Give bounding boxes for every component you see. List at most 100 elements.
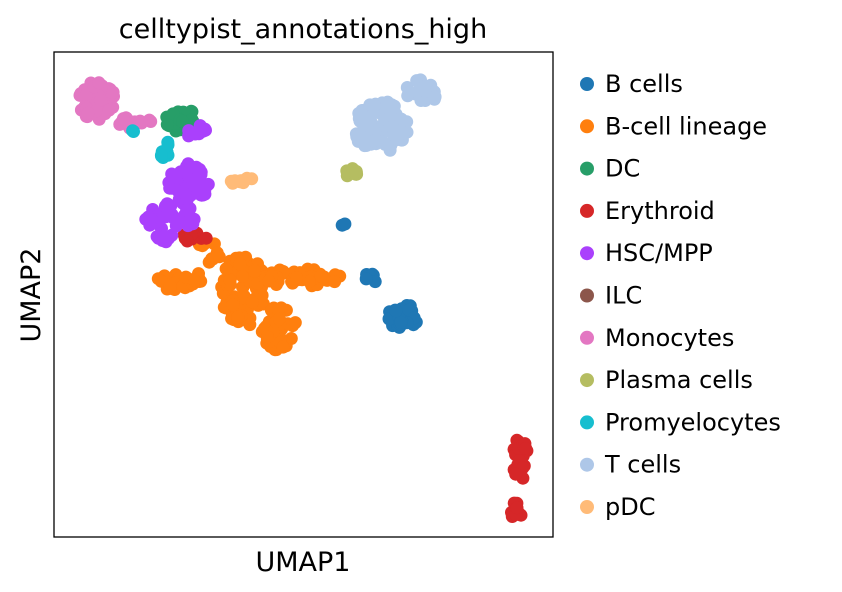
series-plasma-cells bbox=[340, 162, 364, 183]
data-point bbox=[116, 112, 130, 126]
data-point bbox=[94, 93, 108, 107]
data-point bbox=[127, 125, 140, 138]
data-point bbox=[394, 315, 408, 329]
series-monocytes bbox=[73, 76, 158, 135]
data-point bbox=[288, 316, 302, 330]
data-point bbox=[180, 234, 194, 248]
data-point bbox=[182, 124, 196, 138]
data-point bbox=[160, 118, 174, 132]
data-point bbox=[92, 76, 106, 90]
series-t-cells bbox=[349, 73, 442, 157]
series-pdc bbox=[224, 171, 259, 190]
legend-marker bbox=[580, 457, 594, 472]
data-point bbox=[261, 330, 274, 344]
legend-marker bbox=[580, 415, 594, 430]
chart-title: celltypist_annotations_high bbox=[119, 14, 487, 45]
data-point bbox=[226, 298, 240, 312]
data-point bbox=[389, 304, 403, 318]
data-point bbox=[163, 181, 177, 195]
data-point bbox=[272, 312, 286, 326]
data-point bbox=[314, 269, 328, 283]
data-point bbox=[276, 340, 290, 354]
data-point bbox=[236, 269, 249, 283]
data-point bbox=[414, 94, 428, 107]
data-point bbox=[402, 86, 416, 100]
data-point bbox=[350, 130, 364, 144]
legend: B cells B-cell lineage DC Erythroid HSC/MPP I… bbox=[580, 70, 781, 521]
legend-marker bbox=[580, 330, 594, 345]
data-point bbox=[359, 110, 373, 124]
data-point bbox=[81, 106, 95, 120]
data-point bbox=[271, 302, 285, 316]
legend-label: DC bbox=[605, 155, 640, 183]
data-point bbox=[180, 204, 194, 218]
data-point bbox=[510, 501, 524, 515]
legend-label: B-cell lineage bbox=[605, 112, 767, 140]
data-point bbox=[226, 176, 240, 190]
data-point bbox=[359, 272, 373, 286]
data-point bbox=[102, 103, 116, 117]
legend-marker bbox=[580, 161, 594, 176]
data-point bbox=[135, 116, 149, 130]
legend-label: T cells bbox=[604, 451, 681, 479]
series-promyelocytes bbox=[126, 124, 175, 164]
data-point bbox=[163, 280, 177, 293]
data-point bbox=[368, 98, 381, 112]
data-point bbox=[212, 250, 226, 264]
data-point bbox=[188, 273, 202, 287]
data-point bbox=[199, 231, 213, 245]
legend-label: Promyelocytes bbox=[605, 408, 781, 436]
legend-marker bbox=[580, 373, 594, 388]
x-axis-label: UMAP1 bbox=[256, 547, 351, 578]
y-axis-label: UMAP2 bbox=[16, 248, 47, 343]
data-point bbox=[231, 310, 245, 324]
series-b-cells bbox=[335, 217, 423, 334]
data-point bbox=[154, 148, 168, 162]
data-point bbox=[328, 275, 342, 289]
data-point bbox=[223, 273, 237, 287]
data-point bbox=[144, 212, 158, 226]
data-point bbox=[262, 274, 276, 288]
data-point bbox=[290, 271, 304, 285]
data-point bbox=[176, 114, 189, 128]
data-point bbox=[509, 467, 523, 481]
data-point bbox=[247, 264, 261, 278]
legend-label: Plasma cells bbox=[605, 366, 753, 394]
legend-label: Monocytes bbox=[605, 324, 734, 352]
data-point bbox=[338, 217, 352, 231]
legend-label: Erythroid bbox=[605, 197, 715, 225]
legend-label: HSC/MPP bbox=[605, 239, 713, 267]
legend-marker bbox=[580, 246, 594, 261]
scatter-points bbox=[73, 73, 534, 523]
legend-marker bbox=[580, 203, 594, 218]
legend-marker bbox=[580, 119, 594, 134]
legend-label: B cells bbox=[605, 70, 683, 98]
data-point bbox=[188, 172, 202, 186]
series-b-cell-lineage bbox=[151, 236, 347, 357]
data-point bbox=[349, 164, 363, 178]
data-point bbox=[158, 199, 172, 213]
data-point bbox=[173, 214, 187, 228]
data-point bbox=[367, 134, 381, 148]
legend-label: pDC bbox=[605, 493, 655, 521]
data-point bbox=[384, 108, 397, 122]
data-point bbox=[197, 124, 211, 138]
data-point bbox=[158, 229, 171, 243]
data-point bbox=[106, 85, 120, 99]
legend-marker bbox=[580, 77, 594, 91]
data-point bbox=[245, 295, 259, 309]
data-point bbox=[161, 138, 175, 152]
series-erythroid bbox=[177, 225, 534, 523]
legend-marker bbox=[580, 288, 594, 303]
data-point bbox=[428, 90, 441, 104]
legend-marker bbox=[580, 500, 594, 514]
data-point bbox=[390, 131, 404, 145]
data-point bbox=[302, 275, 316, 288]
data-point bbox=[418, 80, 432, 94]
series-hsc-mpp bbox=[139, 119, 215, 249]
data-point bbox=[383, 143, 397, 157]
legend-label: ILC bbox=[605, 282, 642, 310]
data-point bbox=[219, 262, 233, 276]
plot-frame bbox=[53, 51, 554, 538]
